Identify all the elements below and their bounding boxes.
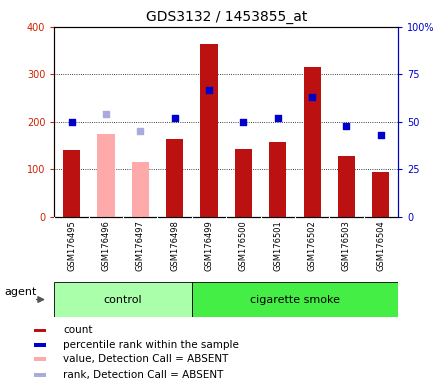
Bar xyxy=(166,139,183,217)
Text: GSM176495: GSM176495 xyxy=(67,220,76,271)
Text: GSM176504: GSM176504 xyxy=(375,220,385,271)
Title: GDS3132 / 1453855_at: GDS3132 / 1453855_at xyxy=(145,10,306,25)
Text: rank, Detection Call = ABSENT: rank, Detection Call = ABSENT xyxy=(63,370,223,380)
Text: percentile rank within the sample: percentile rank within the sample xyxy=(63,340,238,350)
Bar xyxy=(34,343,46,347)
Text: GSM176499: GSM176499 xyxy=(204,220,213,271)
Bar xyxy=(34,373,46,377)
Text: GSM176503: GSM176503 xyxy=(341,220,350,271)
Text: GSM176497: GSM176497 xyxy=(135,220,145,271)
Bar xyxy=(132,162,148,217)
Point xyxy=(171,115,178,121)
Bar xyxy=(372,172,388,217)
Bar xyxy=(54,282,191,317)
Bar xyxy=(97,134,114,217)
Text: agent: agent xyxy=(4,287,36,297)
Text: GSM176500: GSM176500 xyxy=(238,220,247,271)
Bar xyxy=(200,43,217,217)
Text: value, Detection Call = ABSENT: value, Detection Call = ABSENT xyxy=(63,354,228,364)
Text: cigarette smoke: cigarette smoke xyxy=(250,295,339,305)
Bar xyxy=(269,142,286,217)
Point xyxy=(308,94,315,100)
Point xyxy=(102,111,109,118)
Point xyxy=(205,86,212,93)
Bar xyxy=(303,67,320,217)
Bar xyxy=(34,358,46,361)
Bar xyxy=(191,282,397,317)
Text: GSM176501: GSM176501 xyxy=(273,220,282,271)
Point xyxy=(377,132,384,138)
Text: GSM176496: GSM176496 xyxy=(101,220,110,271)
Point xyxy=(137,128,144,134)
Point xyxy=(274,115,281,121)
Text: control: control xyxy=(104,295,142,305)
Text: GSM176502: GSM176502 xyxy=(307,220,316,271)
Bar xyxy=(63,151,80,217)
Point xyxy=(342,122,349,129)
Bar xyxy=(34,329,46,332)
Text: GSM176498: GSM176498 xyxy=(170,220,179,271)
Point xyxy=(240,119,247,125)
Bar xyxy=(337,156,354,217)
Text: count: count xyxy=(63,326,92,336)
Point xyxy=(68,119,75,125)
Bar xyxy=(234,149,251,217)
